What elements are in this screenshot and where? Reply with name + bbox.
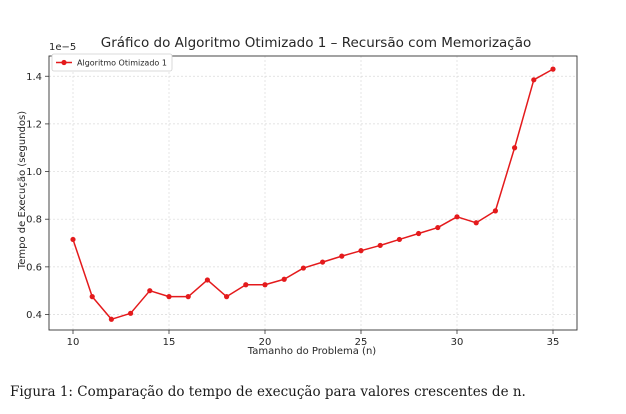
legend: Algoritmo Otimizado 1	[51, 53, 173, 72]
x-tick-label: 20	[259, 337, 272, 348]
x-tick-label: 30	[451, 337, 464, 348]
x-tick-label: 15	[163, 337, 176, 348]
data-point	[108, 316, 114, 322]
chart: 10 15 20 25 30 35 0.4 0.6 0.8 1.0 1.2 1.4 Gráfico d…	[17, 35, 578, 357]
data-point	[435, 224, 441, 231]
data-point	[281, 276, 287, 282]
series-layer	[70, 66, 556, 322]
data-point	[262, 282, 268, 288]
data-point	[473, 220, 479, 226]
grid	[49, 56, 577, 330]
data-point	[531, 77, 537, 83]
data-point	[377, 242, 383, 249]
plot-frame	[48, 55, 578, 331]
data-point	[396, 236, 402, 243]
chart-title: Gráfico do Algoritmo Otimizado 1 – Recur…	[101, 35, 532, 51]
data-point	[224, 294, 230, 300]
data-point	[550, 66, 556, 72]
data-point	[358, 248, 364, 254]
data-point	[204, 277, 210, 283]
y-tick-label: 0.6	[26, 262, 42, 273]
data-point	[492, 208, 498, 214]
data-point	[185, 294, 191, 300]
figure-caption: Figura 1: Comparação do tempo de execuçã…	[10, 384, 526, 400]
data-point	[511, 145, 518, 151]
y-axis-label: Tempo de Execução (segundos)	[17, 111, 28, 270]
legend-label: Algoritmo Otimizado 1	[77, 59, 167, 68]
data-point	[300, 265, 306, 271]
data-point	[89, 294, 95, 300]
x-tick-label: 35	[547, 337, 560, 348]
y-tick-label: 1.0	[26, 167, 42, 178]
x-tick-label: 10	[67, 337, 80, 348]
y-tick-label: 1.2	[26, 119, 42, 130]
y-tick-label: 0.4	[26, 310, 42, 321]
y-tick-label: 1.4	[26, 72, 42, 83]
axes	[45, 55, 578, 334]
data-point	[70, 236, 76, 243]
tick-labels: 10 15 20 25 30 35 0.4 0.6 0.8 1.0 1.2 1.4	[26, 72, 559, 348]
data-point	[147, 288, 153, 294]
legend-box	[51, 53, 173, 72]
data-point	[416, 230, 422, 237]
data-point	[128, 310, 134, 316]
data-point	[320, 259, 326, 265]
y-tick-label: 0.8	[26, 215, 42, 226]
x-axis-label: Tamanho do Problema (n)	[247, 346, 376, 357]
data-point	[166, 294, 172, 300]
data-point	[339, 253, 345, 259]
data-point	[454, 214, 460, 220]
series-line	[72, 68, 554, 321]
x-tick-label: 25	[355, 337, 368, 348]
y-offset-label: 1e−5	[49, 42, 76, 53]
legend-marker	[61, 59, 67, 66]
data-point	[243, 282, 249, 288]
